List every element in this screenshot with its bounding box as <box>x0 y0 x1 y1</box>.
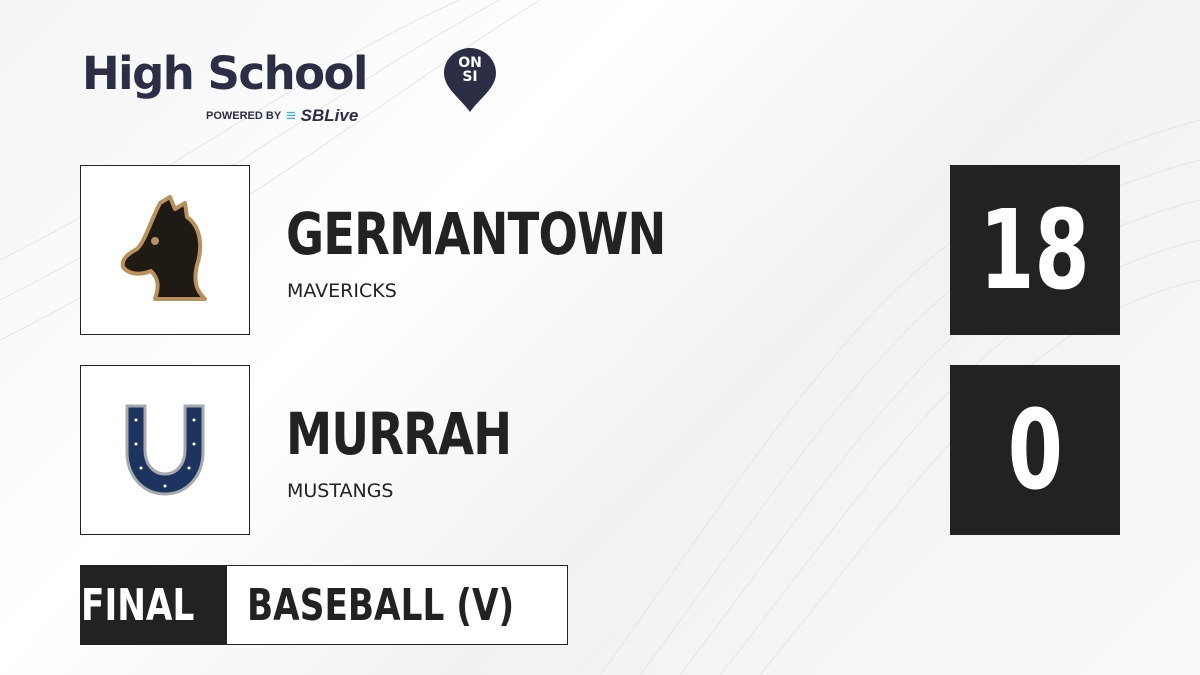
game-info-bar: FINAL BASEBALL (V) <box>80 565 568 645</box>
team-logo-murrah <box>80 365 250 535</box>
high-school-on-si-logo: High School ON SI POWERED BY ≡ SBLive <box>82 46 496 125</box>
powered-by-label: POWERED BY <box>206 110 282 122</box>
score-value: 0 <box>1007 386 1063 514</box>
location-pin-icon <box>444 48 496 112</box>
team-name: GERMANTOWN <box>286 200 666 268</box>
horse-head-icon <box>120 195 207 301</box>
team-score: 0 <box>950 365 1120 535</box>
team-logo-germantown <box>80 165 250 335</box>
score-value: 18 <box>979 186 1091 314</box>
sport-text: BASEBALL (V) <box>247 579 515 631</box>
team-name: MURRAH <box>286 400 512 468</box>
horseshoe-icon <box>125 404 205 496</box>
badge-si: SI <box>462 69 478 85</box>
partner-name: SBLive <box>300 106 359 125</box>
team-score: 18 <box>950 165 1120 335</box>
game-status: FINAL <box>81 566 227 644</box>
sblive-s-icon: ≡ <box>286 106 296 125</box>
team-mascot: MAVERICKS <box>287 280 397 302</box>
brand-title: High School <box>82 47 368 100</box>
team-mascot: MUSTANGS <box>287 480 394 502</box>
badge-on: ON <box>458 55 482 71</box>
sport-label: BASEBALL (V) <box>227 566 567 644</box>
status-label: FINAL <box>81 579 195 631</box>
sblive-logo: ≡ SBLive <box>286 106 358 126</box>
